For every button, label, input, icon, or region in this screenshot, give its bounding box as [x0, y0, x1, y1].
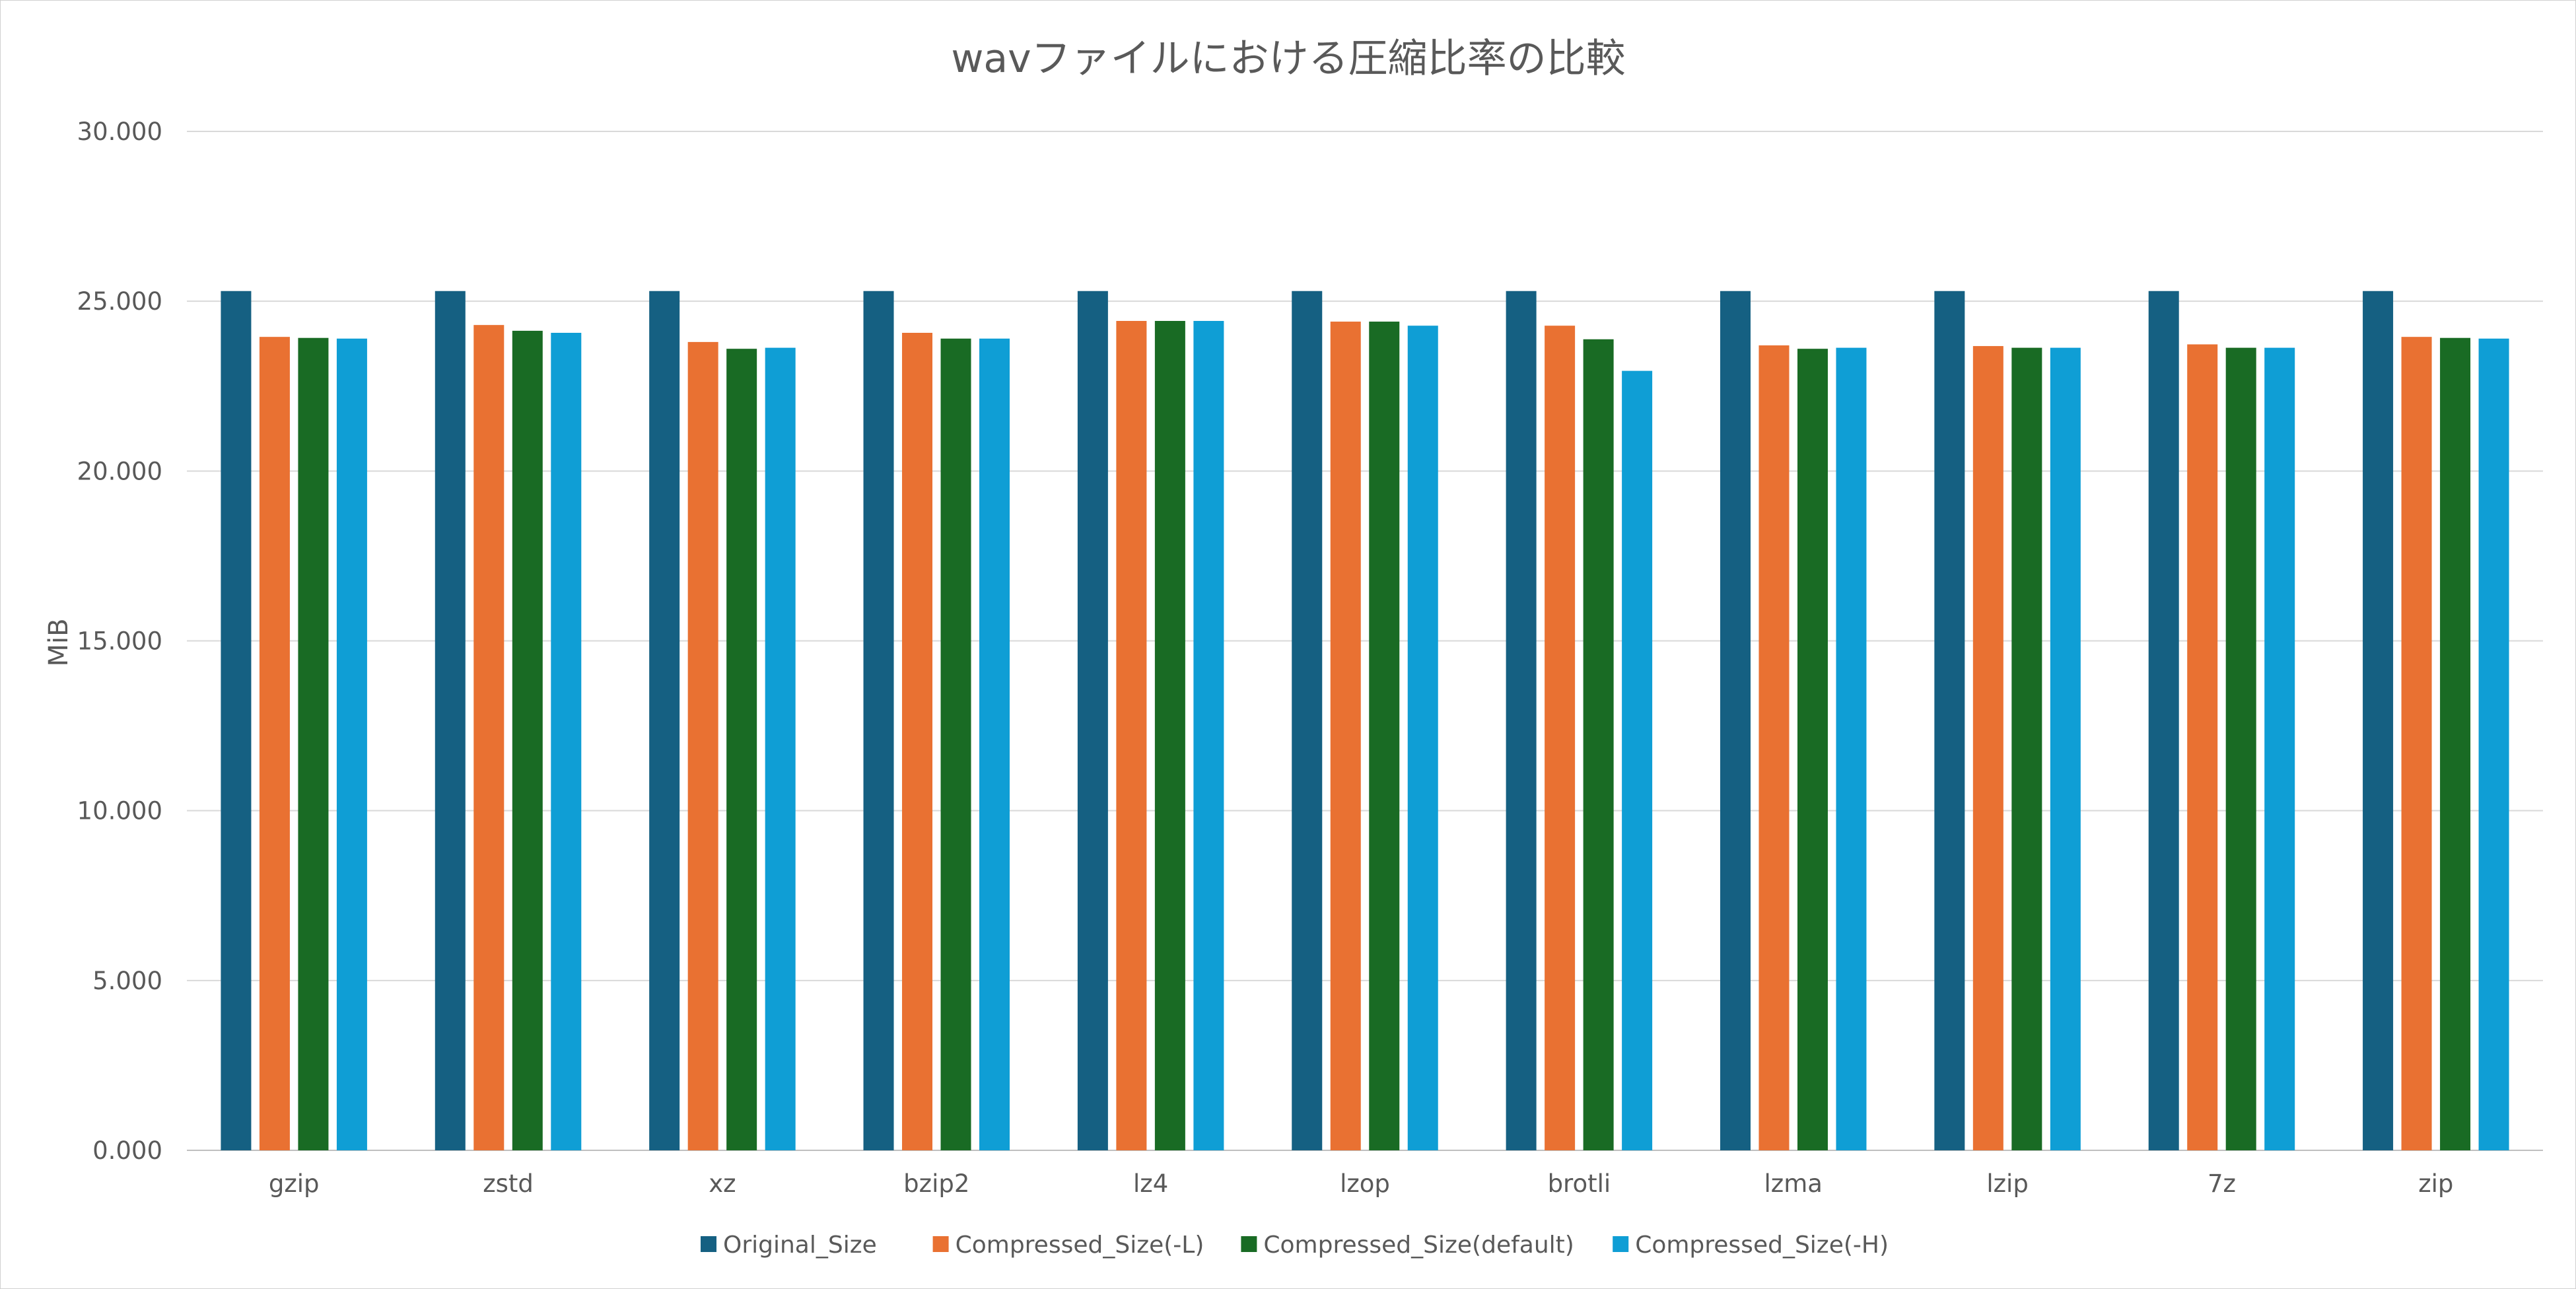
- y-tick-label: 5.000: [92, 967, 162, 995]
- legend-swatch: [701, 1236, 716, 1252]
- bar: [1797, 349, 1828, 1150]
- bar: [259, 337, 290, 1151]
- bars: [221, 291, 2509, 1151]
- legend-label: Compressed_Size(default): [1263, 1232, 1574, 1259]
- y-axis-label: MiB: [44, 618, 74, 666]
- bar: [1506, 291, 1537, 1150]
- bar: [1583, 339, 1614, 1150]
- bar: [902, 332, 933, 1151]
- x-tick-label: lz4: [1133, 1169, 1168, 1198]
- bar: [940, 338, 971, 1150]
- bar: [726, 349, 757, 1150]
- bar: [551, 332, 582, 1151]
- bar: [1292, 291, 1323, 1150]
- bar: [1077, 291, 1108, 1150]
- bar: [2478, 338, 2509, 1150]
- bar: [298, 337, 329, 1151]
- y-axis-tick-labels: 0.000 5.000 10.000 15.000 20.000 25.000 30.000: [77, 118, 162, 1165]
- bar: [2264, 347, 2295, 1150]
- bar: [2401, 337, 2432, 1151]
- bar: [1330, 322, 1361, 1151]
- x-tick-label: lzma: [1764, 1169, 1823, 1198]
- bar: [221, 291, 252, 1150]
- bar: [2187, 344, 2218, 1150]
- y-tick-label: 0.000: [92, 1136, 162, 1165]
- y-tick-label: 10.000: [77, 797, 162, 825]
- legend-label: Compressed_Size(-H): [1635, 1232, 1889, 1259]
- x-tick-label: zip: [2418, 1169, 2453, 1198]
- x-tick-label: xz: [709, 1169, 736, 1198]
- bar: [1720, 291, 1751, 1150]
- bar: [1193, 320, 1224, 1150]
- legend-label: Original_Size: [723, 1232, 877, 1259]
- bar: [1622, 370, 1653, 1150]
- bar: [1154, 320, 1185, 1150]
- bar: [336, 338, 367, 1150]
- bar: [512, 330, 543, 1150]
- bar: [2011, 347, 2042, 1150]
- bar: [1972, 346, 2003, 1151]
- bar: [1758, 345, 1790, 1150]
- x-tick-label: lzip: [1986, 1169, 2028, 1198]
- bar: [2225, 347, 2256, 1150]
- bar: [473, 325, 505, 1150]
- y-tick-label: 25.000: [77, 287, 162, 316]
- bar: [1369, 322, 1400, 1151]
- bar: [649, 291, 680, 1150]
- x-tick-label: bzip2: [903, 1169, 969, 1198]
- x-tick-label: zstd: [483, 1169, 534, 1198]
- bar: [863, 291, 894, 1150]
- bar: [1545, 326, 1576, 1150]
- bar: [2440, 337, 2471, 1151]
- bar: [1116, 320, 1147, 1150]
- legend: Original_Size Compressed_Size(-L) Compress…: [701, 1232, 1889, 1259]
- legend-swatch: [932, 1236, 949, 1252]
- legend-swatch: [1613, 1236, 1629, 1252]
- bar: [2148, 291, 2179, 1150]
- x-axis-tick-labels: gzip zstd xz bzip2 lz4 lzop brotli lzma lzip 7z zi…: [269, 1169, 2454, 1198]
- legend-label: Compressed_Size(-L): [956, 1232, 1204, 1259]
- bar: [1934, 291, 1965, 1150]
- bar: [435, 291, 466, 1150]
- y-tick-label: 15.000: [77, 627, 162, 656]
- bar: [1836, 347, 1867, 1150]
- y-tick-label: 20.000: [77, 457, 162, 485]
- x-tick-label: 7z: [2208, 1169, 2236, 1198]
- bar: [765, 347, 796, 1150]
- chart-title: wavファイルにおける圧縮比率の比較: [951, 36, 1625, 82]
- bar: [687, 341, 718, 1150]
- bar: [979, 338, 1010, 1150]
- legend-swatch: [1241, 1236, 1257, 1252]
- bar: [1407, 326, 1438, 1150]
- bar: [2363, 291, 2394, 1150]
- x-tick-label: gzip: [269, 1169, 320, 1198]
- x-tick-label: brotli: [1548, 1169, 1611, 1198]
- y-tick-label: 30.000: [77, 118, 162, 146]
- x-tick-label: lzop: [1340, 1169, 1390, 1198]
- bar: [2050, 347, 2081, 1150]
